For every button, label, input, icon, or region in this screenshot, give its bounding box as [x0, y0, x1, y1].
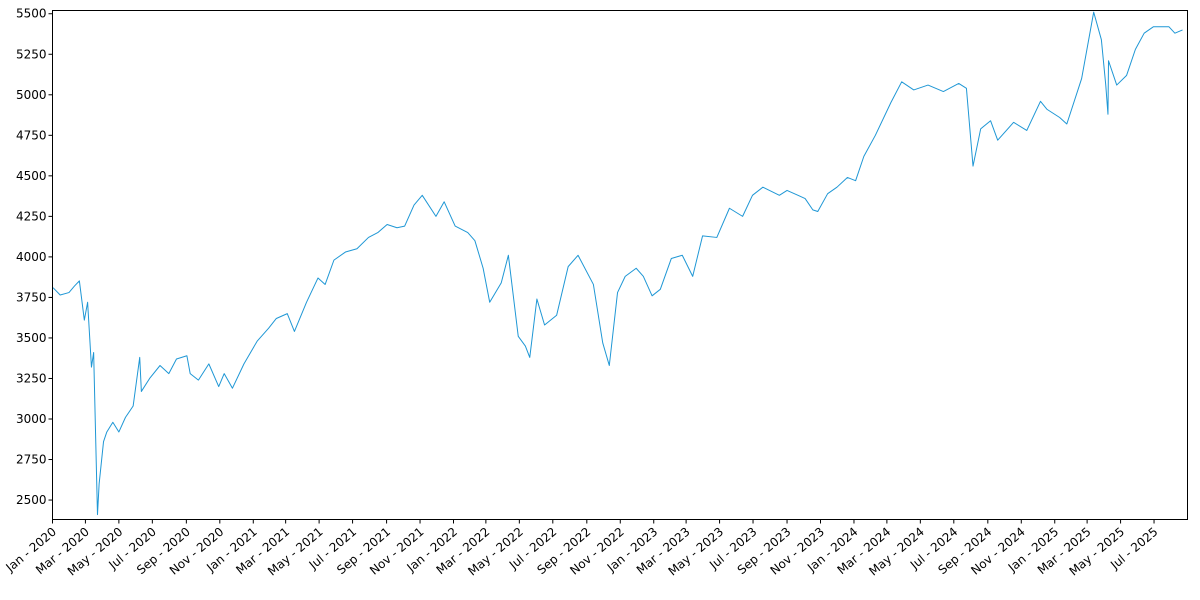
- y-axis: 2500 2750 3000 3250 3500 3750 4000 4250 4500 4750…: [16, 7, 53, 507]
- y-tick-label: 5500: [16, 7, 47, 21]
- y-tick-label: 2750: [16, 453, 47, 467]
- plot-area: [52, 10, 1188, 520]
- y-tick-label: 3000: [16, 412, 47, 426]
- y-tick-label: 3250: [16, 371, 47, 385]
- y-tick-label: 5250: [16, 47, 47, 61]
- y-tick-label: 4250: [16, 209, 47, 223]
- y-tick-label: 3500: [16, 331, 47, 345]
- plot-frame: [52, 10, 1188, 520]
- y-tick-label: 4000: [16, 250, 47, 264]
- series-line-0: [52, 11, 1183, 516]
- y-tick-label: 4750: [16, 128, 47, 142]
- y-tick-label: 4500: [16, 169, 47, 183]
- y-tick-label: 2500: [16, 493, 47, 507]
- series-layer: [52, 11, 1183, 516]
- y-tick-label: 3750: [16, 290, 47, 304]
- y-tick-label: 5000: [16, 88, 47, 102]
